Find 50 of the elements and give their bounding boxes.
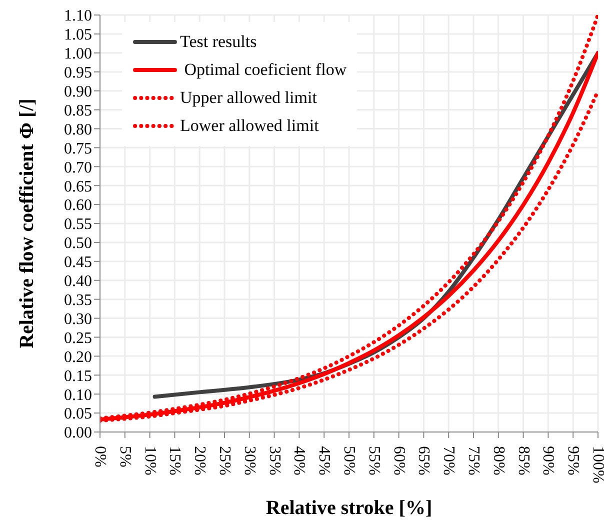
y-tick-label: 0.00 — [64, 424, 92, 442]
x-tick-label: 75% — [465, 446, 482, 476]
x-tick-label: 95% — [564, 446, 582, 476]
x-tick-label: 20% — [191, 446, 208, 476]
y-tick-label: 0.15 — [64, 368, 92, 385]
x-tick-label: 60% — [390, 446, 408, 476]
y-tick-label: 0.30 — [64, 310, 92, 328]
x-tick-label: 90% — [540, 446, 557, 476]
y-tick-label: 0.45 — [64, 254, 92, 272]
y-tick-label: 0.20 — [64, 348, 92, 366]
y-tick-label: 0.05 — [64, 406, 92, 423]
y-tick-label: 1.05 — [64, 26, 92, 44]
y-tick-label: 0.95 — [64, 64, 92, 82]
x-tick-label: 50% — [340, 446, 358, 476]
y-tick-label: 0.75 — [64, 140, 92, 158]
y-tick-label: 1.10 — [64, 8, 92, 25]
y-axis-title: Relative flow coefficient Φ [/] — [16, 98, 38, 348]
legend-label: Upper allowed limit — [180, 88, 317, 108]
x-tick-label: 55% — [365, 446, 382, 476]
x-tick-label: 10% — [141, 446, 158, 476]
legend-label: Optimal coeficient flow — [183, 60, 347, 80]
y-tick-label: 0.50 — [64, 235, 92, 252]
y-tick-label: 0.40 — [64, 273, 92, 290]
x-tick-label: 65% — [415, 446, 432, 476]
y-tick-label: 0.65 — [64, 178, 92, 196]
x-tick-label: 25% — [216, 446, 233, 476]
x-tick-label: 85% — [514, 446, 532, 476]
x-tick-label: 35% — [266, 446, 283, 476]
y-tick-label: 0.55 — [64, 216, 92, 234]
x-tick-label: 70% — [440, 446, 458, 476]
y-tick-label: 0.60 — [64, 197, 92, 214]
x-tick-label: 45% — [316, 446, 333, 476]
x-tick-label: 40% — [290, 446, 308, 476]
x-tick-label: 30% — [240, 446, 258, 476]
y-tick-label: 0.25 — [64, 330, 92, 347]
y-tick-label: 0.85 — [64, 102, 92, 120]
x-tick-label: 0% — [92, 446, 108, 468]
legend-label: Lower allowed limit — [180, 116, 319, 136]
x-tick-label: 15% — [166, 446, 184, 476]
x-axis-title: Relative stroke [%] — [266, 497, 432, 520]
y-tick-label: 0.80 — [64, 121, 92, 138]
x-tick-label: 5% — [116, 446, 134, 468]
y-tick-label: 0.10 — [64, 386, 92, 404]
y-tick-label: 0.90 — [64, 84, 92, 100]
x-tick-label: 100% — [590, 446, 604, 484]
y-tick-label: 0.70 — [64, 159, 92, 176]
y-tick-label: 0.35 — [64, 292, 92, 309]
y-tick-label: 1.00 — [64, 46, 92, 63]
legend-label: Test results — [180, 32, 257, 52]
x-tick-label: 80% — [490, 446, 507, 476]
